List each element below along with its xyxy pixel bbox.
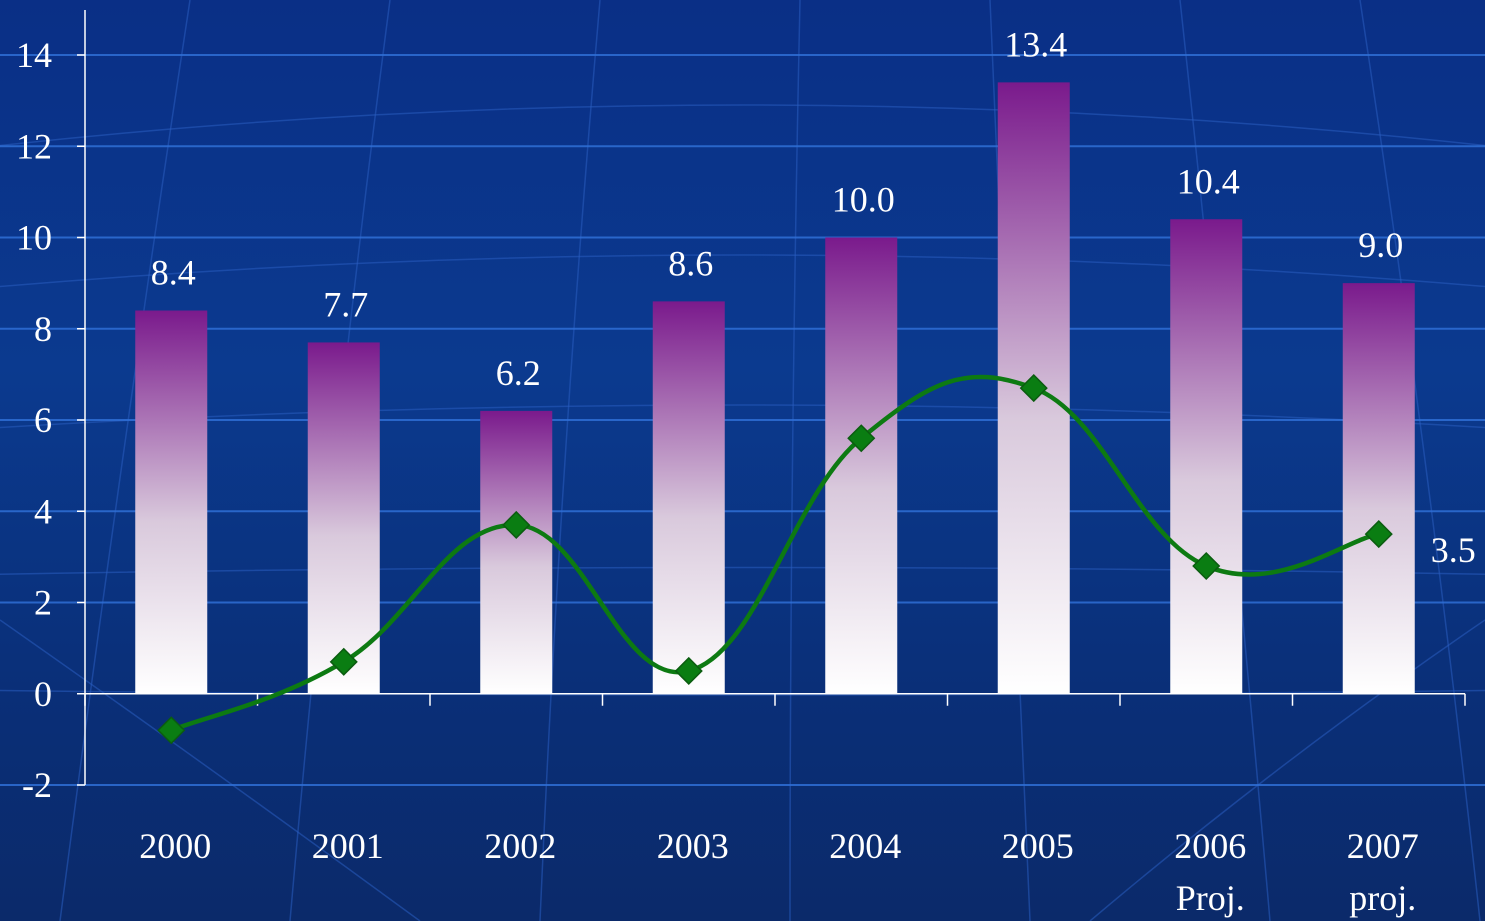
bar <box>652 301 725 694</box>
line-marker <box>157 716 186 745</box>
data-labels: 8.4 7.7 6.2 8.6 10.0 13.4 10.4 9.0 3.5 <box>151 24 1476 570</box>
line-marker <box>329 647 358 676</box>
globe-line <box>789 0 801 921</box>
bar-value-label: 13.4 <box>1004 24 1067 64</box>
bar <box>1170 219 1243 694</box>
bar <box>1342 283 1415 694</box>
y-tick-label: 6 <box>34 400 52 440</box>
line-marker <box>674 656 703 685</box>
globe-line <box>1359 0 1481 921</box>
x-tick-label: 2002 <box>484 826 556 866</box>
globe-line <box>0 619 421 921</box>
x-tick-label: 2001 <box>312 826 384 866</box>
line-marker <box>1019 374 1048 403</box>
x-tick-label: 2006 <box>1174 826 1246 866</box>
line-marker <box>847 424 876 453</box>
bar <box>307 342 380 694</box>
line-marker <box>1364 520 1393 549</box>
x-tick-label: 2005 <box>1002 826 1074 866</box>
y-tick-label: -2 <box>22 765 52 805</box>
globe-line <box>0 254 1485 288</box>
y-tick-label: 12 <box>16 126 52 166</box>
bar-value-label: 6.2 <box>496 353 541 393</box>
bar-value-label: 9.0 <box>1358 225 1403 265</box>
bar-value-label: 7.7 <box>323 284 368 324</box>
line-marker <box>502 510 531 539</box>
x-tick-sublabel: Proj. <box>1176 878 1245 918</box>
gridlines <box>0 54 1485 786</box>
axes: -2 0 2 4 6 8 10 12 14 2000 2001 2002 2003 2004 2005 200… <box>16 10 1466 918</box>
globe-line <box>0 404 1485 429</box>
bar-value-label: 8.6 <box>668 243 713 283</box>
x-tick-label: 2003 <box>657 826 729 866</box>
y-tick-label: 10 <box>16 218 52 258</box>
y-tick-label: 14 <box>16 35 52 75</box>
x-tick-label: 2000 <box>139 826 211 866</box>
globe-line <box>1089 619 1485 921</box>
line-marker <box>1192 551 1221 581</box>
bar-value-label: 10.0 <box>832 180 895 220</box>
bar <box>135 310 208 694</box>
y-tick-label: 4 <box>34 491 52 531</box>
bar-series <box>135 82 1415 694</box>
globe-line <box>59 0 191 921</box>
x-tick-sublabel: proj. <box>1349 878 1416 918</box>
line-series <box>157 374 1393 745</box>
bar-value-label: 8.4 <box>151 253 196 293</box>
line-value-label: 3.5 <box>1431 530 1476 570</box>
globe-line <box>0 104 1485 147</box>
y-tick-label: 8 <box>34 309 52 349</box>
y-tick-label: 0 <box>34 674 52 714</box>
y-tick-label: 2 <box>34 583 52 623</box>
line-path <box>170 374 1380 733</box>
bar <box>480 410 553 694</box>
x-tick-label: 2007 <box>1347 826 1419 866</box>
bar-value-label: 10.4 <box>1177 161 1240 201</box>
x-tick-label: 2004 <box>829 826 901 866</box>
globe-line <box>539 0 601 921</box>
